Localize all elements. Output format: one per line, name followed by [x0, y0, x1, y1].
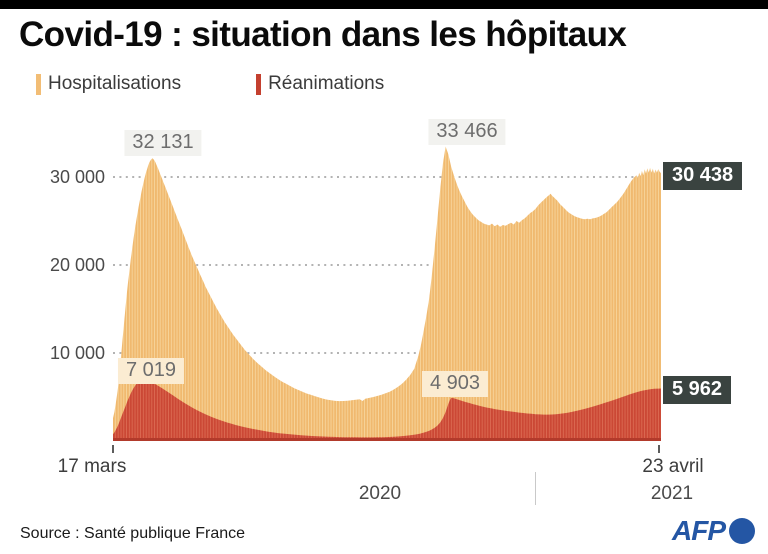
- legend-item-reanimations: Réanimations: [256, 73, 384, 95]
- afp-logo: AFP: [672, 515, 755, 546]
- annotation-hosp-peak2: 33 466: [428, 119, 506, 145]
- annotation-rea-peak2: 4 903: [421, 371, 489, 397]
- chart-plot-area: [113, 130, 661, 441]
- top-black-bar: [0, 0, 768, 9]
- y-axis-label-20000: 20 000: [49, 255, 105, 275]
- hospitalisations-swatch-icon: [36, 73, 41, 95]
- y-axis-label-10000: 10 000: [49, 343, 105, 363]
- reanimations-swatch-icon: [256, 73, 262, 95]
- x-tick-start: [112, 445, 114, 453]
- x-tick-end: [658, 445, 660, 453]
- legend-label-reanimations: Réanimations: [268, 73, 385, 94]
- year-label-2021: 2021: [650, 483, 694, 504]
- legend-label-hospitalisations: Hospitalisations: [48, 73, 182, 94]
- annotation-rea-peak1: 7 019: [117, 358, 185, 384]
- year-label-2020: 2020: [358, 483, 402, 504]
- afp-logo-text: AFP: [672, 515, 726, 546]
- chart-legend: Hospitalisations Réanimations: [36, 72, 459, 96]
- page-title: Covid-19 : situation dans les hôpitaux: [19, 15, 627, 54]
- source-credit: Source : Santé publique France: [20, 525, 246, 542]
- x-axis-label-end: 23 avril: [642, 456, 704, 477]
- year-separator-line: [535, 472, 536, 505]
- x-axis-label-start: 17 mars: [57, 456, 127, 477]
- afp-logo-circle-icon: [729, 518, 755, 544]
- annotation-hosp-peak1: 32 131: [124, 130, 202, 156]
- y-axis-label-30000: 30 000: [49, 167, 105, 187]
- area-chart: [113, 146, 661, 441]
- legend-item-hospitalisations: Hospitalisations: [36, 73, 181, 95]
- annotation-hosp-latest-badge: 30 438: [663, 162, 743, 190]
- annotation-rea-latest-badge: 5 962: [663, 376, 732, 404]
